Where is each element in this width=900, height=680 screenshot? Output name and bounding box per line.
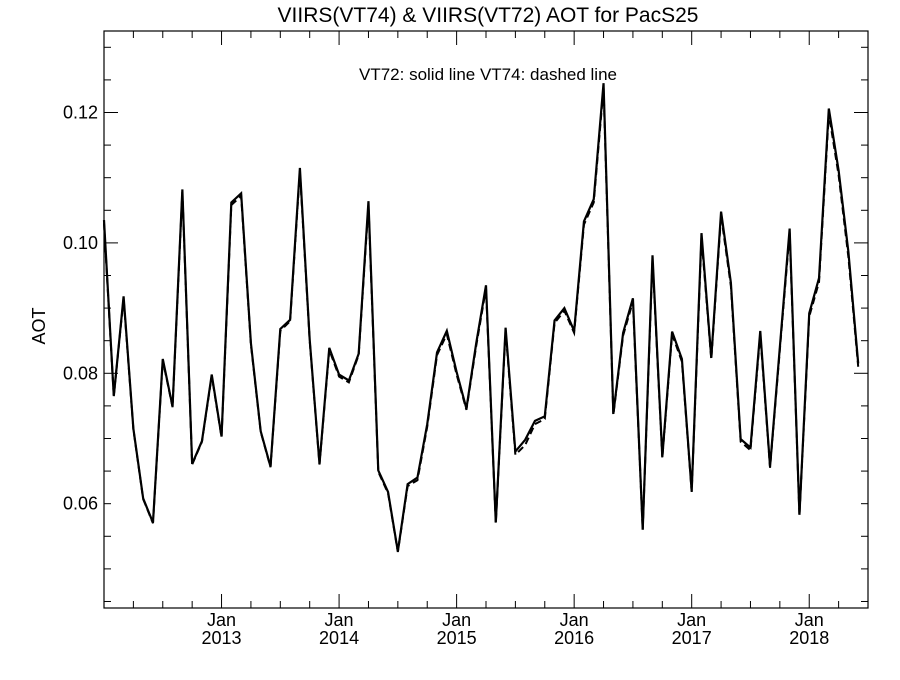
x-tick-label-month: Jan xyxy=(677,610,706,630)
chart-annotation: VT72: solid line VT74: dashed line xyxy=(359,65,617,84)
y-tick-label: 0.06 xyxy=(63,494,98,514)
y-axis-label: AOT xyxy=(29,307,49,344)
x-tick-label-month: Jan xyxy=(325,610,354,630)
plot-frame xyxy=(103,30,869,609)
x-tick-label-year: 2017 xyxy=(672,628,712,648)
chart-title: VIIRS(VT74) & VIIRS(VT72) AOT for PacS25 xyxy=(278,4,699,27)
x-tick-label-month: Jan xyxy=(442,610,471,630)
x-tick-label-month: Jan xyxy=(560,610,589,630)
x-tick-label-year: 2013 xyxy=(202,628,242,648)
y-tick-label: 0.10 xyxy=(63,233,98,253)
x-axis: Jan2013Jan2014Jan2015Jan2016Jan2017Jan20… xyxy=(103,31,869,648)
x-tick-label-year: 2016 xyxy=(554,628,594,648)
series-line-vt72 xyxy=(102,83,860,552)
y-axis: 0.06 0.08 0.10 0.12 xyxy=(63,46,868,602)
x-tick-label-year: 2018 xyxy=(789,628,829,648)
y-tick-label: 0.12 xyxy=(63,102,98,122)
x-tick-label-month: Jan xyxy=(795,610,824,630)
x-tick-label-month: Jan xyxy=(207,610,236,630)
y-tick-label: 0.08 xyxy=(63,363,98,383)
x-tick-label-year: 2015 xyxy=(437,628,477,648)
series-layer xyxy=(102,83,860,553)
x-tick-label-year: 2014 xyxy=(319,628,359,648)
